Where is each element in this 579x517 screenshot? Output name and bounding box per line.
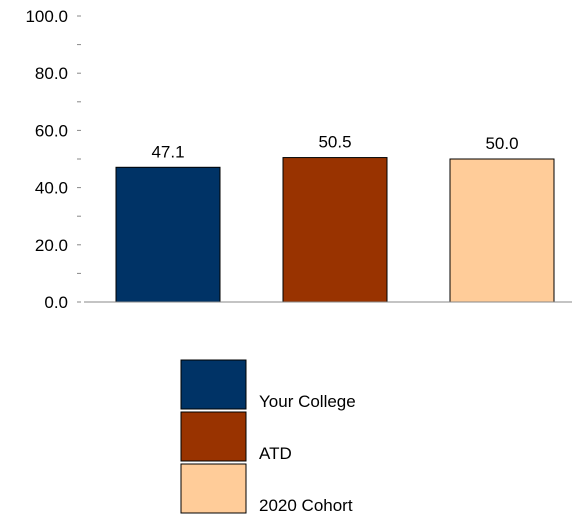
bars [115,157,555,303]
legend-swatch-your-college [180,359,247,410]
y-tick-label: 40.0 [35,179,68,198]
data-label: 47.1 [151,142,184,161]
legend-swatch-2020-cohort [180,463,247,514]
legend-swatch-atd [180,411,247,462]
bar-atd [282,157,388,303]
y-tick-label: 100.0 [25,7,68,26]
y-tick-label: 0.0 [44,293,68,312]
y-tick-label: 60.0 [35,121,68,140]
legend-label-atd: ATD [259,444,292,463]
y-axis: 0.0 20.0 40.0 60.0 80.0 100.0 [25,7,81,312]
legend: Your College ATD 2020 Cohort [180,359,356,515]
y-tick-label: 80.0 [35,64,68,83]
legend-label-your-college: Your College [259,392,356,411]
data-labels: 47.1 50.5 50.0 [151,133,518,162]
bar-your-college [115,166,221,303]
legend-label-2020-cohort: 2020 Cohort [259,496,353,515]
data-label: 50.0 [485,134,518,153]
bar-2020-cohort [449,158,555,303]
data-label: 50.5 [318,133,351,152]
y-tick-label: 20.0 [35,236,68,255]
